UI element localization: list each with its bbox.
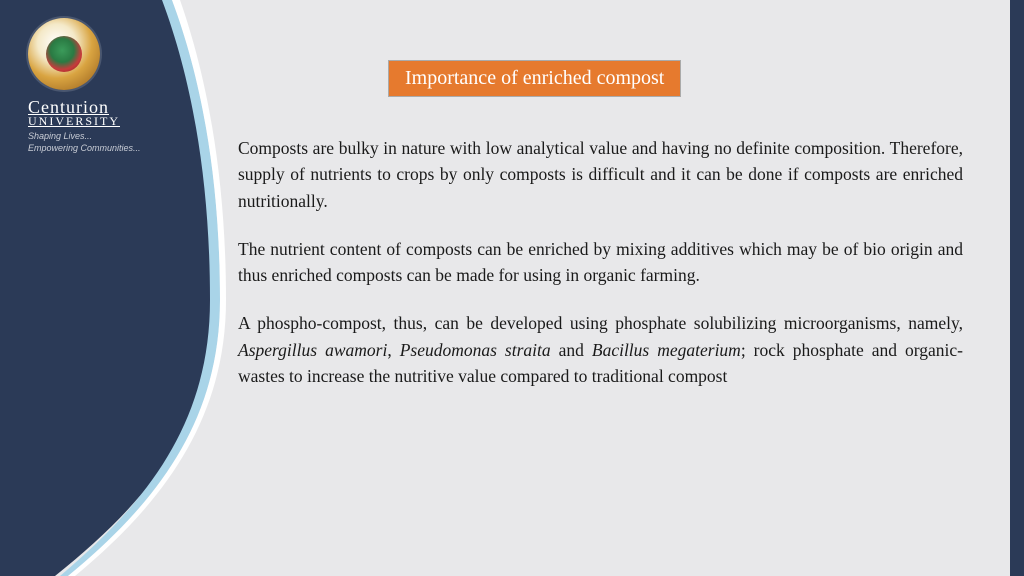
species-2: Pseudomonas straita — [400, 340, 551, 360]
content-area: Importance of enriched compost Composts … — [238, 60, 963, 411]
branding-block: Centurion UNIVERSITY Shaping Lives... Em… — [28, 18, 198, 155]
university-logo-icon — [28, 18, 100, 90]
paragraph-2: The nutrient content of composts can be … — [238, 236, 963, 289]
species-1: Aspergillus awamori — [238, 340, 387, 360]
university-name-line2: UNIVERSITY — [28, 115, 198, 128]
tagline: Shaping Lives... Empowering Communities.… — [28, 131, 198, 154]
slide-title: Importance of enriched compost — [388, 60, 681, 97]
species-3: Bacillus megaterium — [592, 340, 741, 360]
paragraph-3: A phospho-compost, thus, can be develope… — [238, 310, 963, 389]
body-text: Composts are bulky in nature with low an… — [238, 135, 963, 389]
right-accent-bar — [1010, 0, 1024, 576]
paragraph-1: Composts are bulky in nature with low an… — [238, 135, 963, 214]
slide: Centurion UNIVERSITY Shaping Lives... Em… — [0, 0, 1024, 576]
